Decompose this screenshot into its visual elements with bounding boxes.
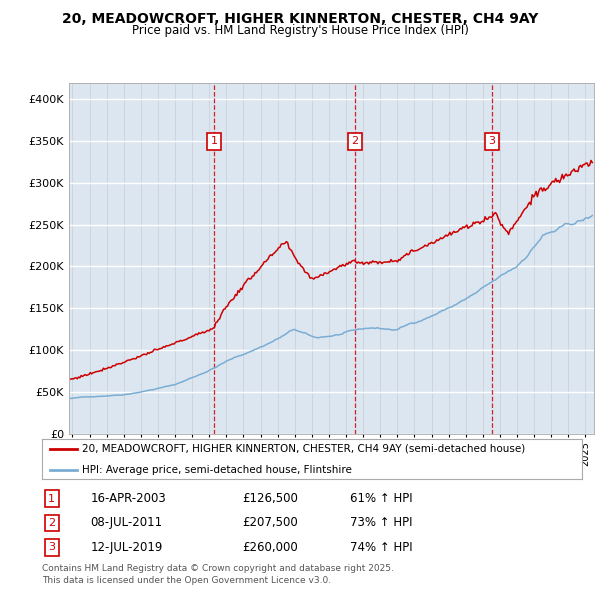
Text: 20, MEADOWCROFT, HIGHER KINNERTON, CHESTER, CH4 9AY: 20, MEADOWCROFT, HIGHER KINNERTON, CHEST… (62, 12, 538, 26)
Text: 08-JUL-2011: 08-JUL-2011 (91, 516, 163, 529)
Text: 74% ↑ HPI: 74% ↑ HPI (350, 540, 412, 554)
Text: Contains HM Land Registry data © Crown copyright and database right 2025.
This d: Contains HM Land Registry data © Crown c… (42, 565, 394, 585)
Text: 3: 3 (48, 542, 55, 552)
Text: £260,000: £260,000 (242, 540, 298, 554)
Text: HPI: Average price, semi-detached house, Flintshire: HPI: Average price, semi-detached house,… (83, 466, 352, 476)
Text: 20, MEADOWCROFT, HIGHER KINNERTON, CHESTER, CH4 9AY (semi-detached house): 20, MEADOWCROFT, HIGHER KINNERTON, CHEST… (83, 444, 526, 454)
Text: 73% ↑ HPI: 73% ↑ HPI (350, 516, 412, 529)
Text: £207,500: £207,500 (242, 516, 298, 529)
Text: 3: 3 (488, 136, 496, 146)
Text: 16-APR-2003: 16-APR-2003 (91, 492, 166, 505)
Text: Price paid vs. HM Land Registry's House Price Index (HPI): Price paid vs. HM Land Registry's House … (131, 24, 469, 37)
Text: 1: 1 (48, 494, 55, 503)
Text: 2: 2 (352, 136, 358, 146)
Text: 1: 1 (211, 136, 218, 146)
Text: 12-JUL-2019: 12-JUL-2019 (91, 540, 163, 554)
Text: £126,500: £126,500 (242, 492, 298, 505)
Text: 2: 2 (48, 518, 55, 528)
Text: 61% ↑ HPI: 61% ↑ HPI (350, 492, 412, 505)
